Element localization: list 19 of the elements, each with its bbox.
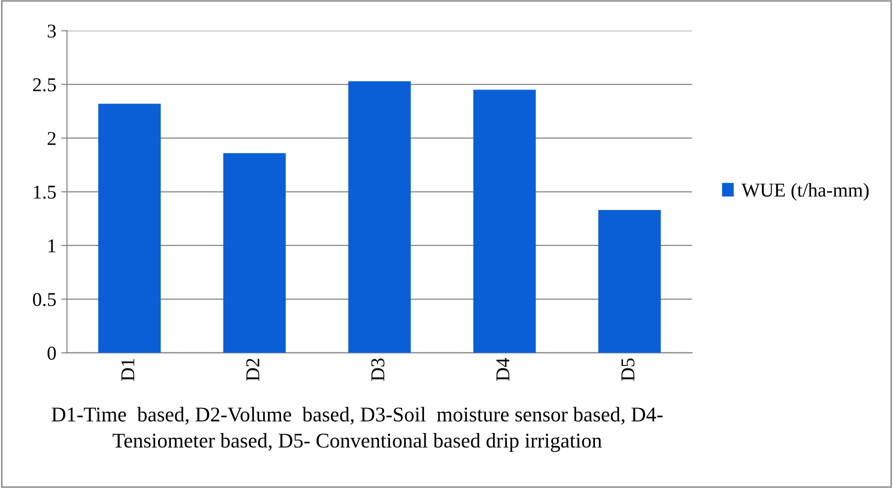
y-tick-label: 1.5: [34, 186, 56, 199]
bar: [348, 81, 411, 353]
x-tick-label: D2: [246, 358, 260, 381]
y-tick-label: 2: [48, 132, 56, 145]
x-tick-label: D4: [496, 358, 510, 381]
bar: [223, 153, 286, 353]
x-tick-label: D1: [121, 358, 134, 381]
x-tick-label: D3: [371, 358, 384, 381]
legend-label: WUE (t/ha-mm): [742, 183, 869, 201]
y-tick-label: 3: [48, 24, 56, 38]
y-tick-label: 2.5: [33, 78, 56, 92]
bar: [98, 104, 161, 353]
y-tick-label: 0: [48, 346, 56, 360]
y-tick-label: 0.5: [32, 292, 56, 306]
text: D1-Time based, D2-Volume based, D3-Soil moisture sensor based, D4- Tensiometer based, D5- Conventional based drip irrigation: [52, 406, 663, 452]
y-tick-label: 1: [48, 239, 56, 252]
x-tick-label: D5: [622, 358, 634, 381]
bar: [598, 210, 661, 353]
bar: [473, 90, 536, 353]
